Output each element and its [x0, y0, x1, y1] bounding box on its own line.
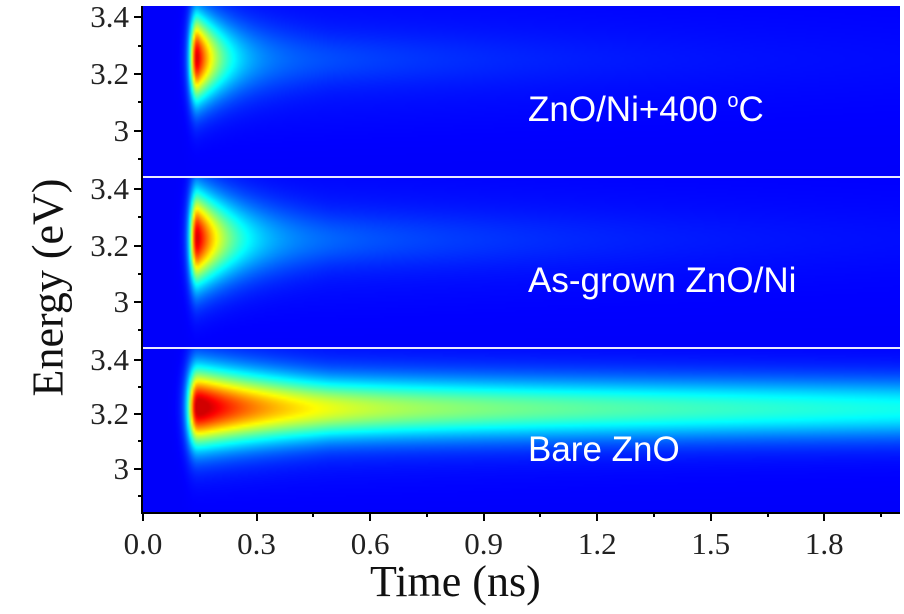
y-tick-major — [134, 413, 143, 416]
x-tick-major — [709, 512, 712, 521]
x-tick-minor — [766, 512, 769, 517]
x-tick-label: 0.0 — [123, 526, 163, 561]
x-tick-minor — [652, 512, 655, 517]
x-tick-major — [142, 512, 144, 521]
heatmap-panel-3 — [143, 349, 900, 512]
x-tick-minor — [880, 512, 883, 517]
panel-divider — [143, 176, 900, 178]
x-tick-minor — [539, 512, 542, 517]
y-axis-line — [141, 6, 143, 512]
x-tick-label: 0.6 — [350, 526, 390, 561]
x-tick-minor — [312, 512, 315, 517]
x-tick-label: 1.2 — [577, 526, 617, 561]
heatmap-canvas — [143, 6, 900, 176]
panel-label-text: As-grown ZnO/Ni — [528, 261, 797, 300]
y-tick-minor — [138, 158, 143, 160]
panel-label-3: Bare ZnO — [528, 430, 680, 470]
x-tick-major — [482, 512, 485, 521]
y-tick-major — [134, 129, 143, 132]
x-tick-major — [369, 512, 372, 521]
x-tick-label: 1.8 — [804, 526, 844, 561]
x-tick-minor — [198, 512, 201, 517]
y-tick-label: 3.2 — [90, 227, 129, 263]
x-tick-label: 1.5 — [691, 526, 731, 561]
panel-label-text: ZnO/Ni+400 — [528, 90, 728, 129]
panel-label-1: ZnO/Ni+400 oC — [528, 90, 764, 130]
panel-label-superscript: o — [727, 90, 739, 112]
y-tick-minor — [138, 386, 143, 389]
x-tick-major — [596, 512, 599, 521]
x-tick-major — [255, 512, 258, 521]
y-tick-label: 3 — [113, 283, 130, 319]
y-tick-label: 3.4 — [90, 0, 129, 35]
y-axis-title: Energy (eV) — [23, 178, 73, 397]
y-tick-label: 3.4 — [90, 341, 129, 377]
heatmap-panel-2 — [143, 178, 900, 347]
y-tick-major — [134, 73, 143, 75]
y-tick-label: 3.4 — [90, 171, 129, 207]
y-tick-label: 3 — [113, 112, 130, 148]
y-tick-major — [134, 358, 143, 361]
y-tick-major — [134, 244, 143, 247]
panel-divider — [143, 347, 900, 349]
y-tick-minor — [138, 44, 143, 47]
y-tick-major — [134, 300, 143, 303]
y-tick-label: 3 — [113, 450, 130, 486]
y-tick-label: 3.2 — [90, 56, 129, 91]
y-tick-major — [134, 467, 143, 470]
y-tick-minor — [138, 440, 143, 443]
y-tick-minor — [138, 272, 143, 275]
y-tick-minor — [138, 329, 143, 332]
x-axis-title: Time (ns) — [370, 557, 541, 606]
heatmap-canvas — [143, 349, 900, 512]
y-tick-label: 3.2 — [90, 396, 129, 432]
x-tick-minor — [425, 512, 428, 517]
x-tick-major — [823, 512, 826, 521]
heatmap-canvas — [143, 178, 900, 347]
y-tick-major — [134, 188, 143, 191]
panel-label-2: As-grown ZnO/Ni — [528, 261, 796, 301]
y-tick-minor — [138, 101, 143, 104]
panel-label-unit: C — [738, 90, 764, 129]
panel-label-text: Bare ZnO — [528, 430, 680, 469]
heatmap-panel-1 — [143, 6, 900, 176]
y-tick-minor — [138, 216, 143, 219]
x-axis-line — [141, 512, 900, 514]
y-tick-minor — [138, 494, 143, 497]
y-tick-major — [134, 16, 143, 19]
x-tick-label: 0.9 — [464, 526, 504, 561]
x-tick-label: 0.3 — [237, 526, 276, 561]
